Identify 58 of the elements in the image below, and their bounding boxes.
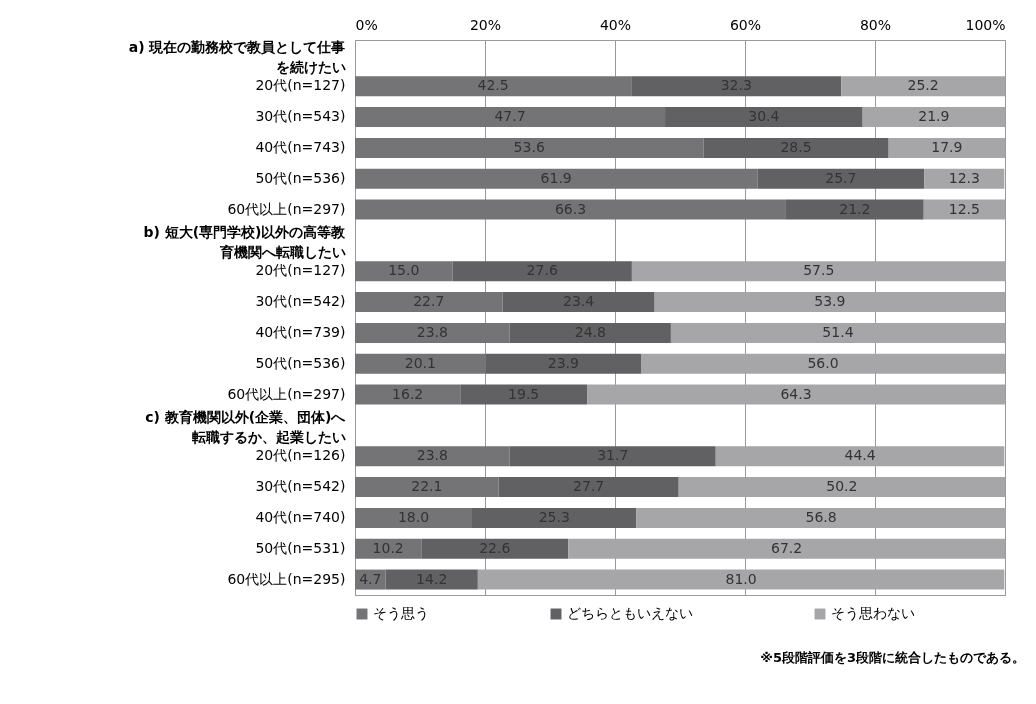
data-label: 67.2	[771, 539, 803, 556]
data-label: 66.3	[554, 200, 587, 217]
y-tick-label: 30代(n=543)	[255, 108, 346, 125]
data-label: 56.0	[807, 354, 839, 371]
data-label: 23.8	[416, 447, 448, 464]
data-label: 44.4	[844, 447, 876, 464]
x-tick-label: 40%	[599, 16, 632, 33]
y-tick-label: 20代(n=127)	[255, 77, 346, 94]
x-tick-label: 60%	[729, 16, 762, 33]
data-label: 15.0	[388, 262, 420, 279]
data-label: 23.8	[416, 323, 448, 340]
data-label: 21.9	[918, 108, 950, 125]
data-label: 47.7	[494, 108, 526, 125]
y-tick-label: 30代(n=542)	[255, 478, 346, 495]
y-tick-label: 30代(n=542)	[255, 293, 346, 310]
data-label: 20.1	[404, 354, 436, 371]
data-label: 4.7	[359, 570, 382, 587]
data-label: 56.8	[805, 508, 837, 525]
y-tick-label: 40代(n=740)	[255, 508, 346, 525]
legend-label: どちらともいえない	[567, 605, 693, 621]
data-label: 81.0	[725, 570, 757, 587]
y-tick-label: c) 教育機関以外(企業、団体)へ転職するか、起業したい	[145, 409, 347, 446]
text: ※5段階評価を3段階に統合したものである。	[760, 650, 1025, 665]
y-tick-label: 50代(n=531)	[255, 539, 346, 556]
y-tick-label: 20代(n=126)	[255, 447, 346, 464]
data-label: 42.5	[477, 77, 509, 94]
data-label: 22.7	[413, 293, 445, 310]
data-label: 57.5	[803, 262, 835, 279]
data-label: 25.2	[907, 77, 939, 94]
y-tick-label: a) 現在の勤務校で教員として仕事を続けたい	[128, 39, 346, 76]
legend-label: そう思わない	[831, 605, 915, 621]
data-label: 53.6	[513, 138, 545, 155]
x-tick-label: 20%	[469, 16, 502, 33]
y-tick-label: 60代以上(n=297)	[227, 200, 346, 217]
data-label: 50.2	[826, 478, 858, 495]
y-tick-label: b) 短大(専門学校)以外の高等教育機関へ転職したい	[143, 224, 347, 261]
y-tick-label: 60代以上(n=297)	[227, 385, 346, 402]
y-tick-label: 60代以上(n=295)	[227, 570, 346, 587]
y-tick-label: 40代(n=739)	[255, 323, 346, 340]
data-label: 53.9	[814, 293, 846, 310]
data-label: 10.2	[372, 539, 404, 556]
legend-label: そう思う	[373, 605, 429, 621]
data-label: 18.0	[397, 508, 430, 525]
data-label: 17.9	[931, 138, 963, 155]
data-label: 12.5	[948, 200, 980, 217]
data-label: 64.3	[780, 385, 812, 402]
y-tick-label: 50代(n=536)	[255, 169, 346, 186]
x-tick-label: 100%	[965, 16, 1006, 33]
y-tick-label: 20代(n=127)	[255, 262, 346, 279]
x-tick-label: 0%	[355, 16, 378, 33]
data-label: 61.9	[540, 169, 572, 186]
y-tick-label: 50代(n=536)	[255, 354, 346, 371]
data-label: 22.1	[411, 478, 443, 495]
data-label: 12.3	[948, 169, 980, 186]
x-tick-label: 80%	[859, 16, 892, 33]
data-label: 16.2	[392, 385, 424, 402]
data-label: 51.4	[822, 323, 854, 340]
y-tick-label: 40代(n=743)	[255, 138, 346, 155]
